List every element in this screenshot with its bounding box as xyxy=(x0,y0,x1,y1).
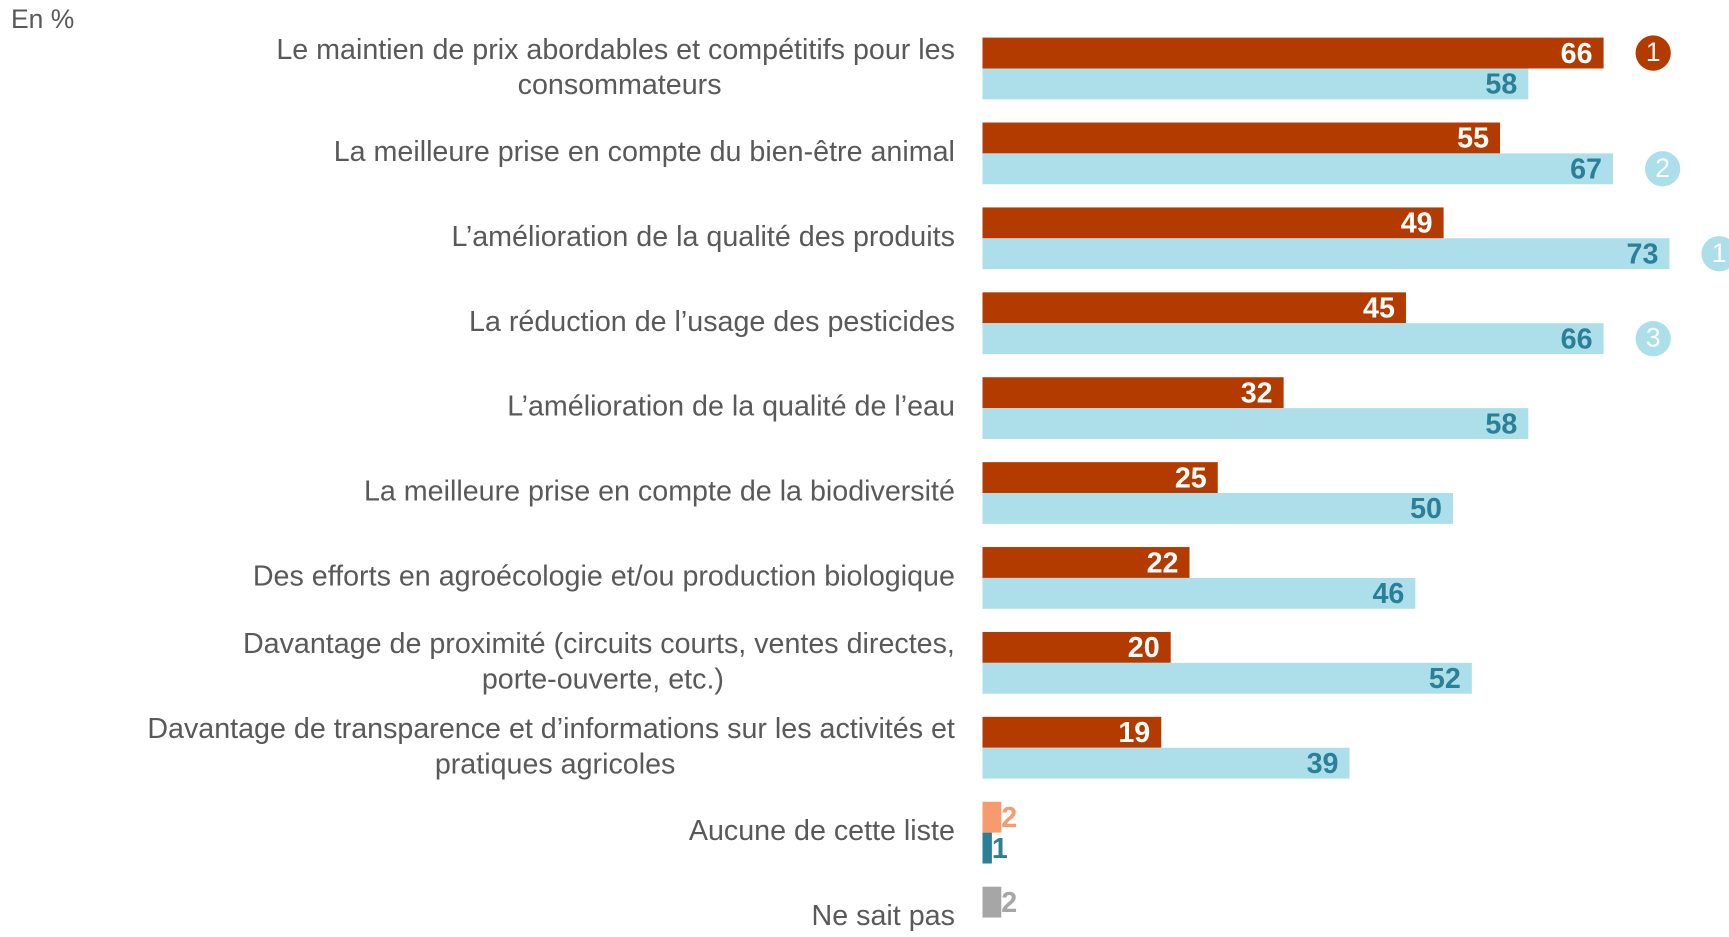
rank-badge xyxy=(1644,151,1681,187)
category-label: L’amélioration de la qualité des produit… xyxy=(452,221,955,253)
category-label: Ne sait pas xyxy=(812,900,955,932)
bar xyxy=(982,832,992,864)
bar xyxy=(982,462,1218,494)
category-label: L’amélioration de la qualité de l’eau xyxy=(507,391,955,423)
value-label: 32 xyxy=(1241,377,1273,409)
value-label: 22 xyxy=(1147,547,1179,579)
bar xyxy=(982,577,1416,609)
bar xyxy=(982,716,1162,748)
bar xyxy=(982,662,1472,694)
rank-badge xyxy=(1635,35,1671,71)
bar xyxy=(982,886,1002,918)
category-label: Le maintien de prix abordables et compét… xyxy=(276,33,955,100)
bar xyxy=(982,153,1613,185)
value-label: 20 xyxy=(1128,632,1160,664)
rank-badge xyxy=(1701,236,1729,272)
value-label: 66 xyxy=(1561,323,1593,355)
value-label: 52 xyxy=(1429,663,1461,695)
bar xyxy=(982,207,1444,239)
category-label: La réduction de l’usage des pesticides xyxy=(469,306,955,338)
bar xyxy=(982,122,1501,154)
bar xyxy=(982,747,1350,779)
bar xyxy=(982,377,1284,409)
value-label: 2 xyxy=(1001,802,1017,834)
bar xyxy=(982,801,1002,833)
bar xyxy=(982,493,1454,524)
category-label: Davantage de proximité (circuits courts,… xyxy=(243,628,955,695)
value-label: 39 xyxy=(1307,748,1339,780)
chart-title: En % xyxy=(11,4,74,34)
value-label: 19 xyxy=(1118,717,1150,749)
bar xyxy=(982,547,1190,578)
bar xyxy=(982,408,1529,439)
category-label: Aucune de cette liste xyxy=(689,815,955,847)
category-label: Davantage de transparence et d’informati… xyxy=(147,713,955,780)
value-label: 66 xyxy=(1561,38,1593,70)
bar xyxy=(982,238,1670,270)
bar xyxy=(982,37,1604,69)
category-label: La meilleure prise en compte de la biodi… xyxy=(364,476,955,508)
bar xyxy=(982,631,1171,663)
bar xyxy=(982,292,1406,324)
value-label: 46 xyxy=(1372,578,1404,610)
category-label: La meilleure prise en compte du bien-êtr… xyxy=(334,136,955,168)
value-label: 1 xyxy=(992,833,1008,865)
value-label: 55 xyxy=(1457,123,1489,155)
value-label: 58 xyxy=(1485,69,1517,101)
rank-label: 2 xyxy=(1655,153,1670,183)
bar xyxy=(982,323,1604,355)
bar xyxy=(982,68,1529,100)
value-label: 45 xyxy=(1363,293,1395,325)
value-label: 2 xyxy=(1001,887,1017,919)
rank-label: 1 xyxy=(1646,37,1661,67)
value-label: 50 xyxy=(1410,493,1442,525)
value-label: 25 xyxy=(1175,462,1207,494)
category-label: Des efforts en agroécologie et/ou produc… xyxy=(253,561,955,593)
rank-badge xyxy=(1635,320,1671,357)
rank-label: 3 xyxy=(1646,323,1661,353)
rank-label: 1 xyxy=(1712,238,1727,268)
value-label: 58 xyxy=(1485,408,1517,440)
value-label: 73 xyxy=(1627,239,1659,271)
value-label: 67 xyxy=(1570,154,1602,186)
value-label: 49 xyxy=(1401,208,1433,240)
